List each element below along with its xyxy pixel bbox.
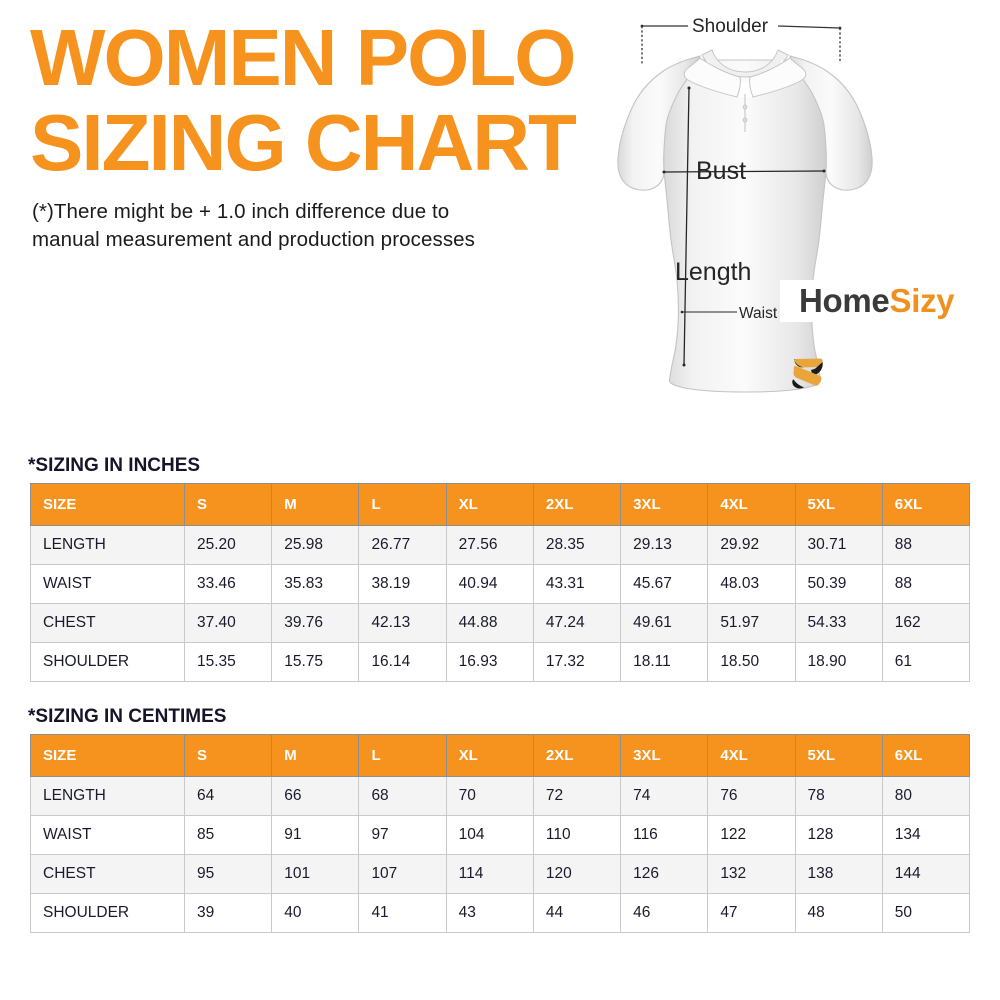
svg-text:Bust: Bust [696, 157, 746, 185]
svg-text:Waist: Waist [739, 305, 778, 322]
svg-text:Shoulder: Shoulder [692, 16, 769, 37]
svg-text:Length: Length [675, 258, 751, 286]
